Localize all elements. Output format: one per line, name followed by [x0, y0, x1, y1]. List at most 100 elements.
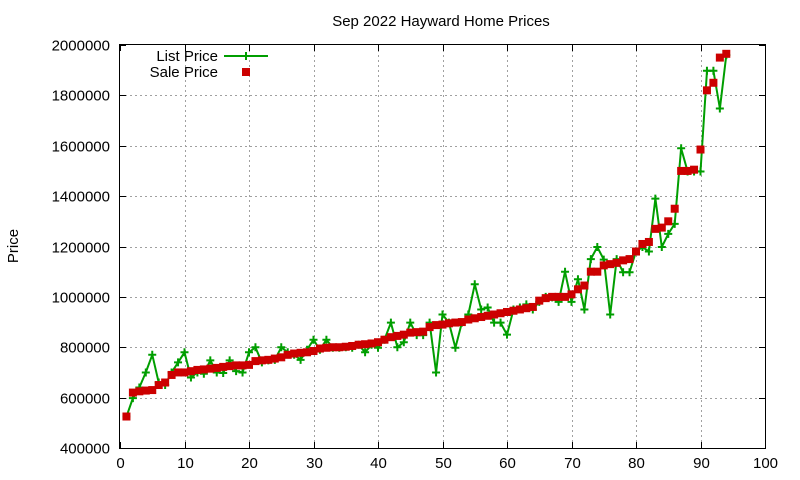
- x-tick-label: 80: [628, 455, 645, 472]
- data-point: [657, 223, 666, 232]
- x-tick-label: 60: [499, 455, 516, 472]
- data-point: [432, 321, 441, 330]
- data-point: [309, 347, 318, 356]
- data-point: [128, 388, 137, 397]
- data-point: [632, 247, 640, 256]
- data-point: [283, 350, 292, 359]
- data-point: [619, 256, 628, 265]
- data-point: [232, 361, 241, 370]
- data-point: [567, 290, 576, 299]
- data-point: [470, 314, 479, 323]
- data-point: [451, 343, 460, 352]
- data-point: [451, 318, 460, 327]
- data-point: [322, 343, 331, 352]
- data-point: [154, 381, 163, 390]
- data-point: [245, 348, 253, 357]
- x-tick-label: 100: [753, 455, 778, 472]
- data-point: [528, 302, 537, 311]
- data-point: [554, 292, 563, 301]
- data-point: [715, 53, 724, 62]
- data-point: [690, 165, 699, 174]
- y-tick-label: 1400000: [52, 189, 110, 206]
- data-point: [380, 335, 389, 344]
- x-tick-label: 90: [693, 455, 710, 472]
- data-point: [135, 387, 144, 396]
- data-point: [296, 355, 305, 364]
- legend-label: Sale Price: [150, 64, 218, 81]
- data-point: [161, 378, 170, 387]
- x-tick-label: 10: [177, 455, 194, 472]
- data-point: [490, 310, 499, 319]
- data-point: [535, 296, 544, 305]
- data-point: [709, 78, 718, 87]
- data-point: [477, 313, 486, 322]
- data-point: [238, 368, 247, 377]
- data-point: [670, 204, 679, 213]
- grid: [120, 45, 765, 448]
- data-point: [303, 348, 312, 357]
- data-point: [541, 294, 550, 303]
- data-point: [657, 243, 666, 252]
- legend-label: List Price: [156, 48, 218, 65]
- data-point: [625, 255, 634, 264]
- data-point: [567, 297, 576, 306]
- data-point: [296, 348, 305, 357]
- data-point: [573, 285, 582, 294]
- data-point: [206, 356, 215, 365]
- data-point: [561, 267, 570, 276]
- data-point: [412, 328, 421, 337]
- data-point: [386, 333, 395, 342]
- series-sale-price: [122, 49, 731, 421]
- data-point: [348, 341, 357, 350]
- data-point: [651, 224, 660, 233]
- y-tick-label: 400000: [60, 441, 110, 458]
- data-point: [238, 361, 247, 370]
- data-point: [251, 343, 260, 352]
- data-point: [580, 305, 589, 314]
- data-point: [322, 335, 331, 344]
- data-point: [702, 86, 711, 95]
- plot-frame: [119, 44, 766, 449]
- y-tick-label: 1800000: [52, 88, 110, 105]
- x-axis: 0 10 20 30 40 50 60 70 80 90 100: [116, 45, 778, 472]
- chart-title: Sep 2022 Hayward Home Prices: [332, 13, 550, 30]
- data-point: [612, 258, 621, 267]
- series-layer: [122, 49, 731, 421]
- data-point: [586, 267, 595, 276]
- data-point: [193, 365, 202, 374]
- x-tick-label: 0: [116, 455, 124, 472]
- data-point: [277, 343, 286, 352]
- data-point: [715, 104, 724, 113]
- data-point: [374, 338, 382, 347]
- y-tick-label: 1000000: [52, 290, 110, 307]
- data-point: [432, 368, 441, 377]
- data-point: [225, 362, 234, 371]
- data-point: [606, 310, 615, 319]
- x-tick-label: 50: [435, 455, 452, 472]
- data-point: [548, 292, 557, 301]
- data-point: [393, 331, 402, 340]
- data-point: [483, 303, 492, 312]
- data-point: [219, 362, 228, 371]
- y-tick-label: 600000: [60, 391, 110, 408]
- data-point: [464, 315, 473, 324]
- data-point: [496, 318, 505, 327]
- data-point: [722, 49, 731, 58]
- data-point: [141, 386, 150, 395]
- data-point: [457, 318, 466, 327]
- data-point: [341, 342, 350, 351]
- data-point: [315, 344, 324, 353]
- data-point: [593, 243, 602, 252]
- data-point: [515, 305, 524, 314]
- data-point: [644, 247, 653, 256]
- data-point: [561, 292, 570, 301]
- data-point: [167, 370, 176, 379]
- data-point: [593, 267, 602, 276]
- data-point: [503, 330, 511, 339]
- data-point: [174, 368, 183, 377]
- data-point: [212, 363, 221, 372]
- data-point: [270, 354, 279, 363]
- data-point: [354, 340, 363, 349]
